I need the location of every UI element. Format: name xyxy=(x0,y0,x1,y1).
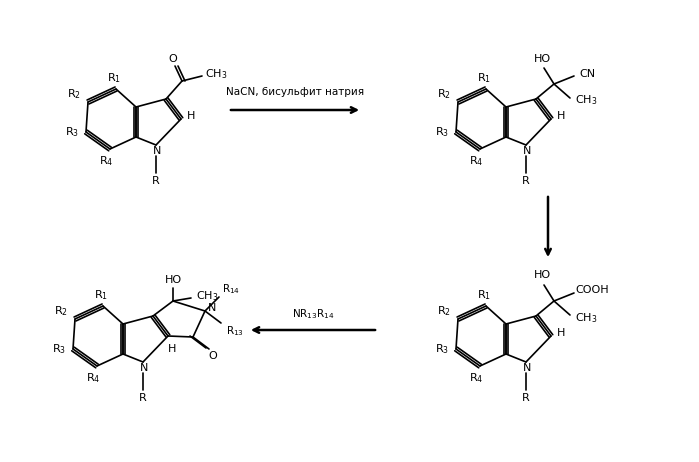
Text: H: H xyxy=(557,328,565,338)
Text: R$_1$: R$_1$ xyxy=(107,71,121,85)
Text: H: H xyxy=(557,111,565,121)
Text: R$_2$: R$_2$ xyxy=(437,304,451,318)
Text: N: N xyxy=(208,303,216,313)
Text: NR$_{13}$R$_{14}$: NR$_{13}$R$_{14}$ xyxy=(291,307,334,321)
Text: HO: HO xyxy=(533,270,551,280)
Text: R$_{13}$: R$_{13}$ xyxy=(226,324,244,338)
Text: R$_4$: R$_4$ xyxy=(86,371,100,385)
Text: COOH: COOH xyxy=(575,285,609,295)
Text: R$_1$: R$_1$ xyxy=(477,71,491,85)
Text: R$_3$: R$_3$ xyxy=(52,342,66,356)
Text: N: N xyxy=(523,363,531,373)
Text: O: O xyxy=(208,351,217,361)
Text: N: N xyxy=(153,146,161,156)
Text: H: H xyxy=(187,111,195,121)
Text: N: N xyxy=(523,146,531,156)
Text: N: N xyxy=(140,363,148,373)
Text: R$_1$: R$_1$ xyxy=(477,288,491,302)
Text: O: O xyxy=(168,54,178,64)
Text: R$_3$: R$_3$ xyxy=(435,342,449,356)
Text: R$_4$: R$_4$ xyxy=(99,154,113,168)
Text: R$_3$: R$_3$ xyxy=(435,125,449,139)
Text: CH$_3$: CH$_3$ xyxy=(575,93,597,107)
Text: R$_2$: R$_2$ xyxy=(67,87,81,101)
Text: R: R xyxy=(139,393,147,403)
Text: R$_4$: R$_4$ xyxy=(469,154,483,168)
Text: NaCN, бисульфит натрия: NaCN, бисульфит натрия xyxy=(226,87,364,97)
Text: R$_3$: R$_3$ xyxy=(65,125,79,139)
Text: R: R xyxy=(152,176,160,186)
Text: R$_{14}$: R$_{14}$ xyxy=(222,282,240,296)
Text: R: R xyxy=(522,176,530,186)
Text: CH$_3$: CH$_3$ xyxy=(575,311,597,325)
Text: CH$_3$: CH$_3$ xyxy=(205,67,227,81)
Text: R: R xyxy=(522,393,530,403)
Text: R$_2$: R$_2$ xyxy=(437,87,451,101)
Text: R$_4$: R$_4$ xyxy=(469,371,483,385)
Text: CN: CN xyxy=(579,69,595,79)
Text: R$_1$: R$_1$ xyxy=(94,288,108,302)
Text: H: H xyxy=(168,344,176,354)
Text: CH$_3$: CH$_3$ xyxy=(196,289,218,303)
Text: HO: HO xyxy=(533,54,551,64)
Text: R$_2$: R$_2$ xyxy=(54,304,68,318)
Text: HO: HO xyxy=(164,275,182,285)
